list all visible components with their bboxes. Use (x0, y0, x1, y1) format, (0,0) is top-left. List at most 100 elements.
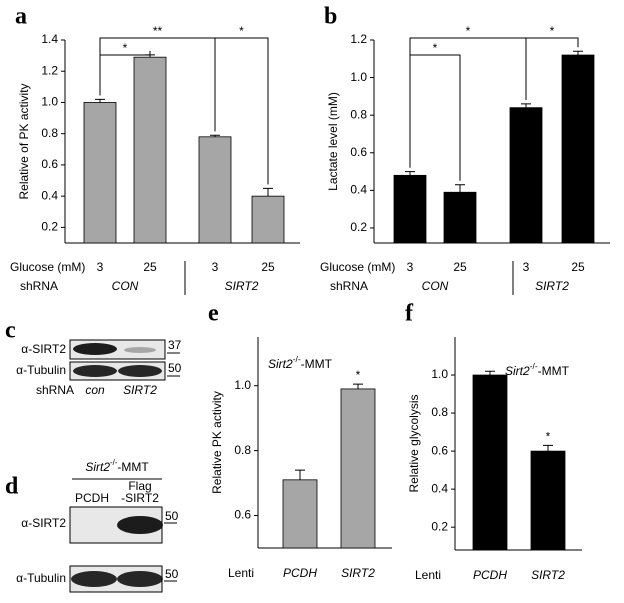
marker: 50 (165, 567, 179, 581)
y-tick-label: 0.8 (350, 107, 367, 121)
marker: 37 (168, 338, 182, 352)
x-tick-label: 25 (453, 260, 467, 274)
group-label: SIRT2 (225, 279, 259, 293)
x-tick-label: SIRT2 (531, 568, 565, 582)
inset-superscript: -/- (110, 458, 118, 467)
y-tick-label: 0.2 (431, 519, 448, 533)
inset-label: Sirt2-/--MMT (268, 354, 333, 371)
significance: * (239, 24, 244, 38)
inset-gene: Sirt2 (85, 460, 110, 474)
bar (443, 191, 477, 244)
blot-band (73, 365, 117, 377)
y-tick-label: 1.0 (234, 378, 251, 392)
error-bar (543, 444, 553, 452)
panel-letter: a (15, 4, 27, 30)
blot-band (117, 571, 163, 587)
y-tick-label: 1.0 (350, 70, 367, 84)
x-tick-label: PCDH (283, 566, 317, 580)
panel-letter: e (208, 301, 219, 327)
significance: * (546, 430, 551, 444)
inset-label: Sirt2-/--MMT (85, 458, 149, 474)
error-bar (521, 103, 531, 108)
bracket (214, 37, 269, 185)
bar (509, 107, 543, 244)
x-tick-label: 3 (523, 260, 530, 274)
x-tick-label: 3 (97, 260, 104, 274)
error-bar (263, 187, 273, 197)
bar (472, 374, 508, 551)
row-label: Glucose (mM) (10, 260, 85, 274)
y-tick-label: 1.4 (41, 32, 58, 46)
y-tick-label: 0.8 (41, 126, 58, 140)
inset-superscript: -/- (293, 354, 301, 364)
y-tick-label: 1.2 (41, 63, 58, 77)
blot-band (124, 347, 156, 353)
bar (251, 195, 285, 244)
row-label: Glucose (mM) (320, 260, 395, 274)
error-bar (485, 370, 495, 376)
panel-letter: f (405, 301, 414, 327)
significance: * (550, 24, 555, 38)
significance: * (433, 41, 438, 55)
x-tick-label: PCDH (473, 568, 507, 582)
marker: 50 (165, 509, 179, 523)
y-tick-label: 1.0 (41, 95, 58, 109)
bar (393, 174, 427, 244)
y-tick-label: 0.8 (234, 443, 251, 457)
inset-superscript: -/- (530, 361, 538, 371)
blot-band (73, 343, 117, 355)
bar (282, 479, 318, 549)
y-tick-label: 0.6 (234, 508, 251, 522)
error-bar (455, 184, 465, 193)
y-tick-label: 0.6 (431, 443, 448, 457)
blot-band (118, 365, 162, 377)
lane: con (85, 383, 105, 397)
y-tick-label: 0.4 (41, 188, 58, 202)
lane: -SIRT2 (121, 491, 159, 505)
significance: * (466, 24, 471, 38)
group-label: CON (422, 279, 449, 293)
row-label: α-SIRT2 (21, 516, 66, 530)
inset-suffix: -MMT (301, 357, 333, 371)
x-tick-label: 25 (261, 260, 275, 274)
x-tick-label: 25 (143, 260, 157, 274)
marker: 50 (168, 361, 182, 375)
bar (340, 388, 376, 549)
significance: * (356, 368, 361, 382)
bracket (409, 37, 527, 168)
y-tick-label: 0.6 (350, 145, 367, 159)
inset-label: Sirt2-/--MMT (505, 361, 570, 378)
row-label: Lenti (415, 568, 441, 582)
y-tick-label: 0.4 (431, 481, 448, 495)
error-bar (353, 383, 363, 389)
y-axis-label: Lactate level (mM) (326, 92, 340, 191)
group-label: SIRT2 (535, 279, 569, 293)
panel-letter: d (5, 474, 19, 500)
y-tick-label: 1.2 (350, 32, 367, 46)
lane-label: shRNA (36, 383, 74, 397)
y-tick-label: 0.4 (350, 183, 367, 197)
bar (83, 102, 117, 244)
bar (198, 136, 232, 244)
inset-suffix: -MMT (538, 364, 570, 378)
bar (561, 54, 595, 244)
inset-gene: Sirt2 (505, 364, 530, 378)
bracket (525, 37, 579, 100)
x-tick-label: SIRT2 (341, 566, 375, 580)
error-bar (295, 469, 305, 480)
lane: PCDH (75, 491, 109, 505)
y-tick-label: 0.2 (350, 220, 367, 234)
bar (133, 56, 167, 244)
row-label: Lenti (228, 566, 254, 580)
row-label: α-Tubulin (16, 571, 66, 585)
y-tick-label: 0.2 (41, 220, 58, 234)
row-label: α-Tubulin (16, 363, 66, 377)
blot-band (71, 571, 117, 587)
x-tick-label: 3 (212, 260, 219, 274)
inset-gene: Sirt2 (268, 357, 293, 371)
y-tick-label: 0.6 (41, 157, 58, 171)
y-axis-label: Relative glycolysis (407, 394, 421, 492)
x-tick-label: 3 (407, 260, 414, 274)
inset-suffix: -MMT (117, 460, 149, 474)
y-axis-label: Relative PK activity (210, 391, 224, 494)
